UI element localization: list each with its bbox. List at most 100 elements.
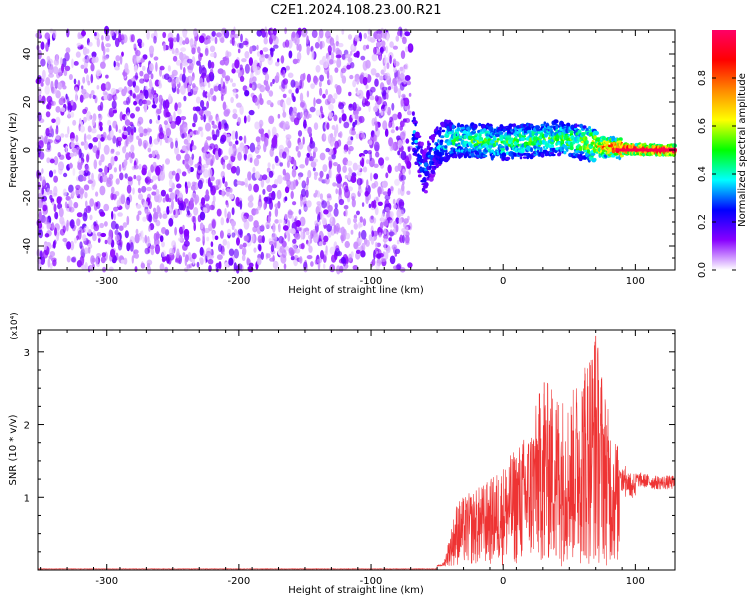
noise-cell (85, 200, 88, 208)
noise-cell (217, 68, 224, 75)
noise-cell (267, 215, 271, 223)
noise-cell (371, 230, 375, 238)
noise-cell (362, 76, 368, 86)
noise-cell (399, 73, 406, 79)
noise-cell (48, 170, 54, 178)
noise-cell (187, 165, 192, 174)
noise-cell (112, 135, 117, 144)
signal-peak-cell (648, 148, 651, 152)
noise-cell (54, 227, 57, 236)
noise-cell (298, 43, 302, 53)
noise-cell (332, 182, 337, 187)
noise-cell (400, 187, 405, 197)
noise-cell (306, 45, 310, 56)
noise-cell (215, 129, 220, 138)
noise-cell (296, 227, 302, 232)
noise-cell (184, 256, 188, 267)
noise-cell (83, 59, 88, 69)
signal-cell (496, 138, 500, 141)
noise-cell (361, 242, 366, 252)
noise-cell (338, 42, 344, 48)
noise-cell (107, 236, 112, 245)
noise-cell (251, 208, 257, 216)
noise-cell (183, 228, 190, 237)
noise-cell (270, 82, 273, 87)
noise-cell (161, 241, 165, 248)
noise-cell (185, 185, 189, 195)
noise-cell (268, 170, 274, 178)
noise-cell (206, 100, 210, 109)
noise-cell (91, 57, 96, 64)
noise-cell (271, 136, 278, 147)
noise-cell (365, 159, 370, 165)
noise-cell (122, 146, 127, 154)
noise-cell (377, 201, 383, 206)
noise-cell (114, 229, 119, 236)
noise-cell (130, 124, 135, 130)
signal-cell (495, 142, 499, 146)
colorbar-tick-label: 0.6 (697, 118, 708, 134)
noise-cell (57, 82, 63, 90)
noise-cell (404, 105, 408, 111)
noise-cell (242, 242, 247, 248)
noise-cell (148, 45, 155, 54)
noise-cell (362, 166, 368, 173)
noise-cell (180, 116, 187, 121)
noise-cell (346, 160, 353, 166)
noise-cell (244, 63, 250, 74)
noise-cell (110, 29, 115, 37)
noise-cell (347, 172, 351, 181)
noise-cell (41, 187, 44, 195)
noise-cell (74, 86, 78, 94)
noise-cell (350, 175, 357, 183)
noise-cell (284, 213, 288, 220)
noise-cell (136, 204, 142, 209)
noise-cell (268, 54, 272, 61)
noise-cell (90, 90, 95, 96)
noise-cell (381, 30, 387, 39)
noise-cell (121, 33, 125, 40)
noise-cell (360, 250, 366, 258)
noise-cell (340, 256, 346, 264)
noise-cell (370, 68, 377, 76)
snr-y-scale-label: (x10⁴) (10, 312, 20, 339)
noise-cell (174, 102, 178, 112)
noise-cell (321, 217, 327, 226)
noise-cell (70, 142, 76, 149)
signal-cell (613, 152, 619, 156)
noise-cell (45, 77, 51, 86)
noise-cell (47, 40, 51, 48)
noise-cell (392, 198, 396, 205)
noise-cell (83, 116, 87, 123)
noise-cell (397, 139, 403, 148)
colorbar-tick-label: 0.0 (697, 262, 708, 278)
noise-cell (58, 97, 64, 106)
noise-cell (321, 111, 324, 119)
noise-cell (266, 83, 270, 93)
noise-cell (380, 257, 387, 262)
noise-cell (70, 138, 75, 143)
noise-cell (254, 146, 260, 154)
signal-cell (593, 135, 597, 140)
noise-cell (190, 143, 193, 153)
noise-cell (65, 145, 68, 154)
noise-cell (187, 84, 191, 94)
noise-cell (282, 225, 289, 231)
noise-cell (113, 60, 116, 68)
noise-cell (215, 179, 221, 186)
noise-cell (316, 201, 322, 206)
noise-cell (323, 209, 329, 215)
noise-cell (314, 80, 318, 86)
noise-cell (123, 130, 129, 136)
noise-cell (262, 66, 268, 76)
noise-cell (259, 55, 265, 63)
signal-cell (671, 143, 678, 148)
noise-cell (232, 88, 237, 97)
noise-cell (98, 113, 103, 121)
noise-cell (248, 183, 252, 192)
noise-cell (119, 172, 124, 181)
noise-cell (135, 72, 138, 81)
noise-cell (220, 171, 225, 178)
noise-cell (180, 85, 186, 95)
noise-cell (86, 171, 91, 176)
